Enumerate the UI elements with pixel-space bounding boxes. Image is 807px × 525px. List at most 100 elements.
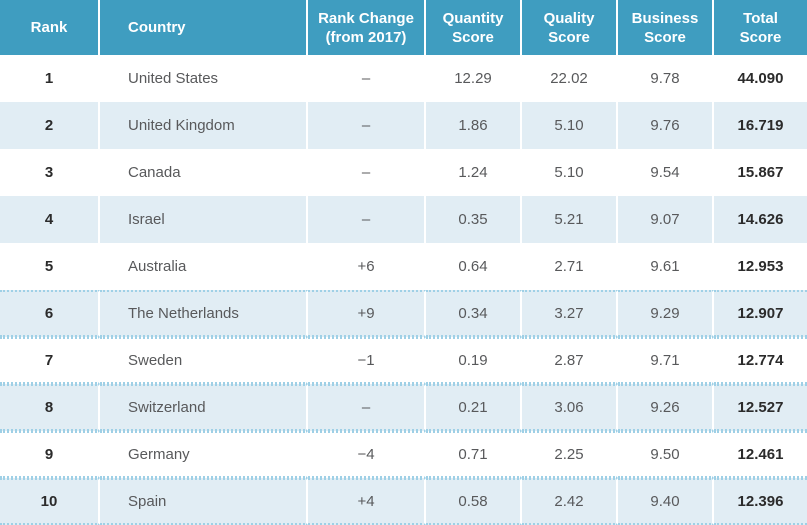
column-header-business-score[interactable]: Business Score	[618, 0, 714, 55]
cell-business-score: 9.78	[618, 55, 714, 102]
cell-rank-change: +4	[308, 478, 426, 525]
cell-quality-score: 2.71	[522, 243, 618, 290]
cell-business-score: 9.76	[618, 102, 714, 149]
cell-country: Spain	[100, 478, 308, 525]
column-header-total-score[interactable]: Total Score	[714, 0, 807, 55]
column-header-total-label: Total	[743, 9, 778, 27]
cell-quantity-score: 0.71	[426, 431, 522, 478]
cell-rank: 4	[0, 196, 100, 243]
cell-quality-score: 5.10	[522, 102, 618, 149]
cell-total-score: 12.396	[714, 478, 807, 525]
cell-total-score: 12.527	[714, 384, 807, 431]
table-row[interactable]: 5 Australia +6 0.64 2.71 9.61 12.953	[0, 243, 807, 290]
cell-quantity-score: 0.64	[426, 243, 522, 290]
table-row[interactable]: 7 Sweden −1 0.19 2.87 9.71 12.774	[0, 337, 807, 384]
cell-country: Switzerland	[100, 384, 308, 431]
cell-business-score: 9.07	[618, 196, 714, 243]
cell-business-score: 9.50	[618, 431, 714, 478]
cell-business-score: 9.61	[618, 243, 714, 290]
column-header-rank-change[interactable]: Rank Change (from 2017)	[308, 0, 426, 55]
table-row[interactable]: 8 Switzerland –0.21 3.06 9.26 12.527	[0, 384, 807, 431]
cell-total-score: 12.774	[714, 337, 807, 384]
cell-rank-change: −4	[308, 431, 426, 478]
table-body: 1 United States –12.29 22.02 9.78 44.090 2 Unit…	[0, 55, 807, 525]
cell-rank-change: –	[308, 196, 426, 243]
cell-rank-change: –	[308, 102, 426, 149]
cell-country: United States	[100, 55, 308, 102]
column-header-total-sublabel: Score	[739, 28, 782, 46]
cell-quantity-score: 0.35	[426, 196, 522, 243]
column-header-rank-label: Rank	[30, 19, 68, 36]
table-row[interactable]: 1 United States –12.29 22.02 9.78 44.090	[0, 55, 807, 102]
cell-rank: 6	[0, 290, 100, 337]
cell-rank-change: –	[308, 149, 426, 196]
cell-rank: 9	[0, 431, 100, 478]
cell-quality-score: 3.06	[522, 384, 618, 431]
column-header-rank-change-sublabel: (from 2017)	[325, 28, 407, 46]
cell-country: Israel	[100, 196, 308, 243]
cell-quality-score: 5.10	[522, 149, 618, 196]
cell-rank-change: −1	[308, 337, 426, 384]
table-row[interactable]: 9 Germany −4 0.71 2.25 9.50 12.461	[0, 431, 807, 478]
cell-country: United Kingdom	[100, 102, 308, 149]
cell-quantity-score: 0.34	[426, 290, 522, 337]
cell-quality-score: 3.27	[522, 290, 618, 337]
column-header-rank-change-label: Rank Change	[318, 9, 414, 27]
column-header-country[interactable]: Country	[100, 0, 308, 55]
column-header-quantity-sublabel: Score	[452, 28, 494, 46]
cell-rank: 2	[0, 102, 100, 149]
column-header-business-label: Business	[631, 9, 699, 27]
cell-business-score: 9.40	[618, 478, 714, 525]
table-row[interactable]: 3 Canada –1.24 5.10 9.54 15.867	[0, 149, 807, 196]
cell-total-score: 44.090	[714, 55, 807, 102]
cell-country: Germany	[100, 431, 308, 478]
column-header-quality-label: Quality	[543, 9, 595, 27]
cell-total-score: 16.719	[714, 102, 807, 149]
column-header-quantity-label: Quantity	[442, 9, 504, 27]
column-header-business-sublabel: Score	[644, 28, 686, 46]
cell-total-score: 12.953	[714, 243, 807, 290]
cell-quality-score: 2.42	[522, 478, 618, 525]
cell-total-score: 12.461	[714, 431, 807, 478]
cell-rank: 3	[0, 149, 100, 196]
cell-rank: 1	[0, 55, 100, 102]
cell-country: Sweden	[100, 337, 308, 384]
column-header-quality-sublabel: Score	[548, 28, 590, 46]
cell-quality-score: 5.21	[522, 196, 618, 243]
cell-country: The Netherlands	[100, 290, 308, 337]
table-row[interactable]: 10 Spain +4 0.58 2.42 9.40 12.396	[0, 478, 807, 525]
cell-total-score: 15.867	[714, 149, 807, 196]
column-header-quality-score[interactable]: Quality Score	[522, 0, 618, 55]
cell-country: Canada	[100, 149, 308, 196]
cell-business-score: 9.71	[618, 337, 714, 384]
cell-quality-score: 22.02	[522, 55, 618, 102]
cell-country: Australia	[100, 243, 308, 290]
column-header-country-label: Country	[128, 19, 186, 36]
cell-total-score: 14.626	[714, 196, 807, 243]
column-header-rank[interactable]: Rank	[0, 0, 100, 55]
column-header-quantity-score[interactable]: Quantity Score	[426, 0, 522, 55]
cell-rank-change: +6	[308, 243, 426, 290]
cell-rank: 8	[0, 384, 100, 431]
table-row[interactable]: 6 The Netherlands +9 0.34 3.27 9.29 12.907	[0, 290, 807, 337]
cell-business-score: 9.26	[618, 384, 714, 431]
cell-quantity-score: 0.58	[426, 478, 522, 525]
table-row[interactable]: 2 United Kingdom –1.86 5.10 9.76 16.719	[0, 102, 807, 149]
cell-total-score: 12.907	[714, 290, 807, 337]
cell-rank-change: –	[308, 384, 426, 431]
cell-quantity-score: 0.21	[426, 384, 522, 431]
cell-rank: 5	[0, 243, 100, 290]
cell-rank-change: –	[308, 55, 426, 102]
cell-quality-score: 2.87	[522, 337, 618, 384]
cell-quantity-score: 1.24	[426, 149, 522, 196]
cell-rank: 10	[0, 478, 100, 525]
cell-rank: 7	[0, 337, 100, 384]
cell-quantity-score: 12.29	[426, 55, 522, 102]
cell-quantity-score: 1.86	[426, 102, 522, 149]
table-row[interactable]: 4 Israel –0.35 5.21 9.07 14.626	[0, 196, 807, 243]
cell-business-score: 9.54	[618, 149, 714, 196]
cell-quantity-score: 0.19	[426, 337, 522, 384]
cell-business-score: 9.29	[618, 290, 714, 337]
table-header: Rank Country Rank Change (from 2017) Qua…	[0, 0, 807, 55]
